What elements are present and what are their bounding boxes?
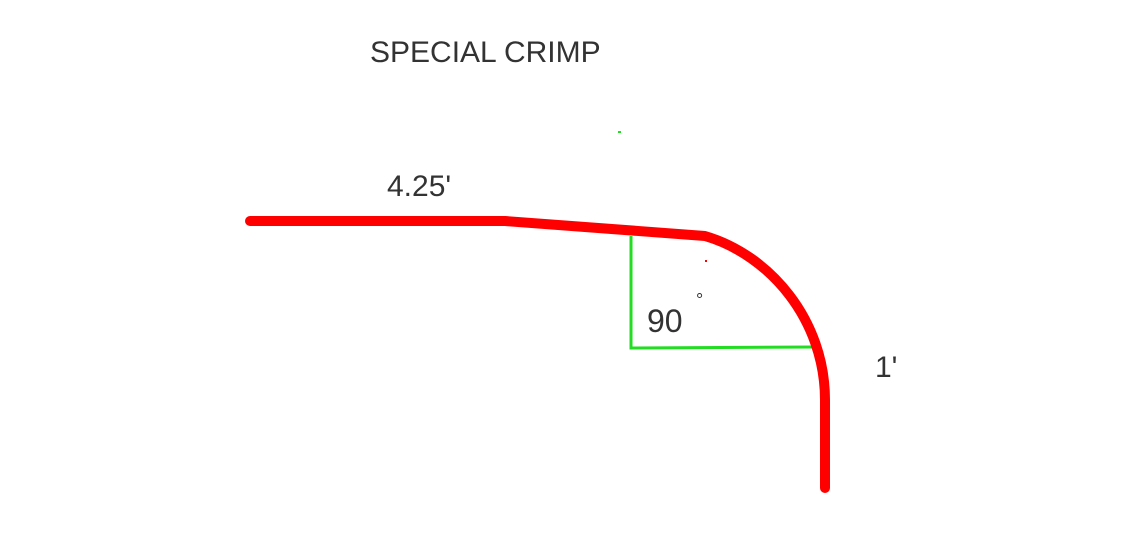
diagram-title: SPECIAL CRIMP bbox=[370, 36, 601, 69]
radius-label: 1' bbox=[875, 351, 897, 384]
length-label: 4.25' bbox=[387, 170, 451, 203]
stray-green-mark bbox=[618, 131, 621, 133]
angle-degree-mark: ° bbox=[696, 290, 703, 310]
stray-red-mark bbox=[705, 260, 707, 262]
angle-guide-lines bbox=[629, 236, 813, 350]
crimp-profile-line bbox=[245, 216, 830, 493]
angle-label: 90 bbox=[647, 303, 683, 339]
